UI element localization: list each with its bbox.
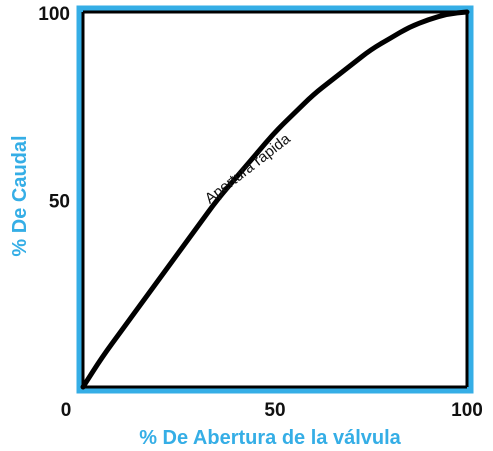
y-tick-label: 100 (38, 4, 70, 25)
x-tick-label: 0 (61, 400, 72, 421)
x-axis-title: % De Abertura de la válvula (139, 427, 401, 449)
x-tick-label: 50 (264, 400, 285, 421)
axes (81, 10, 469, 389)
y-tick-label: 50 (49, 192, 70, 213)
series-layer (80, 9, 470, 390)
tick-layer: 0 50 100 100 50 (38, 4, 483, 421)
y-axis-title: % De Caudal (9, 135, 31, 256)
series-line-0 (80, 9, 470, 390)
plot-frame (76, 5, 474, 394)
x-tick-label: 100 (451, 400, 483, 421)
